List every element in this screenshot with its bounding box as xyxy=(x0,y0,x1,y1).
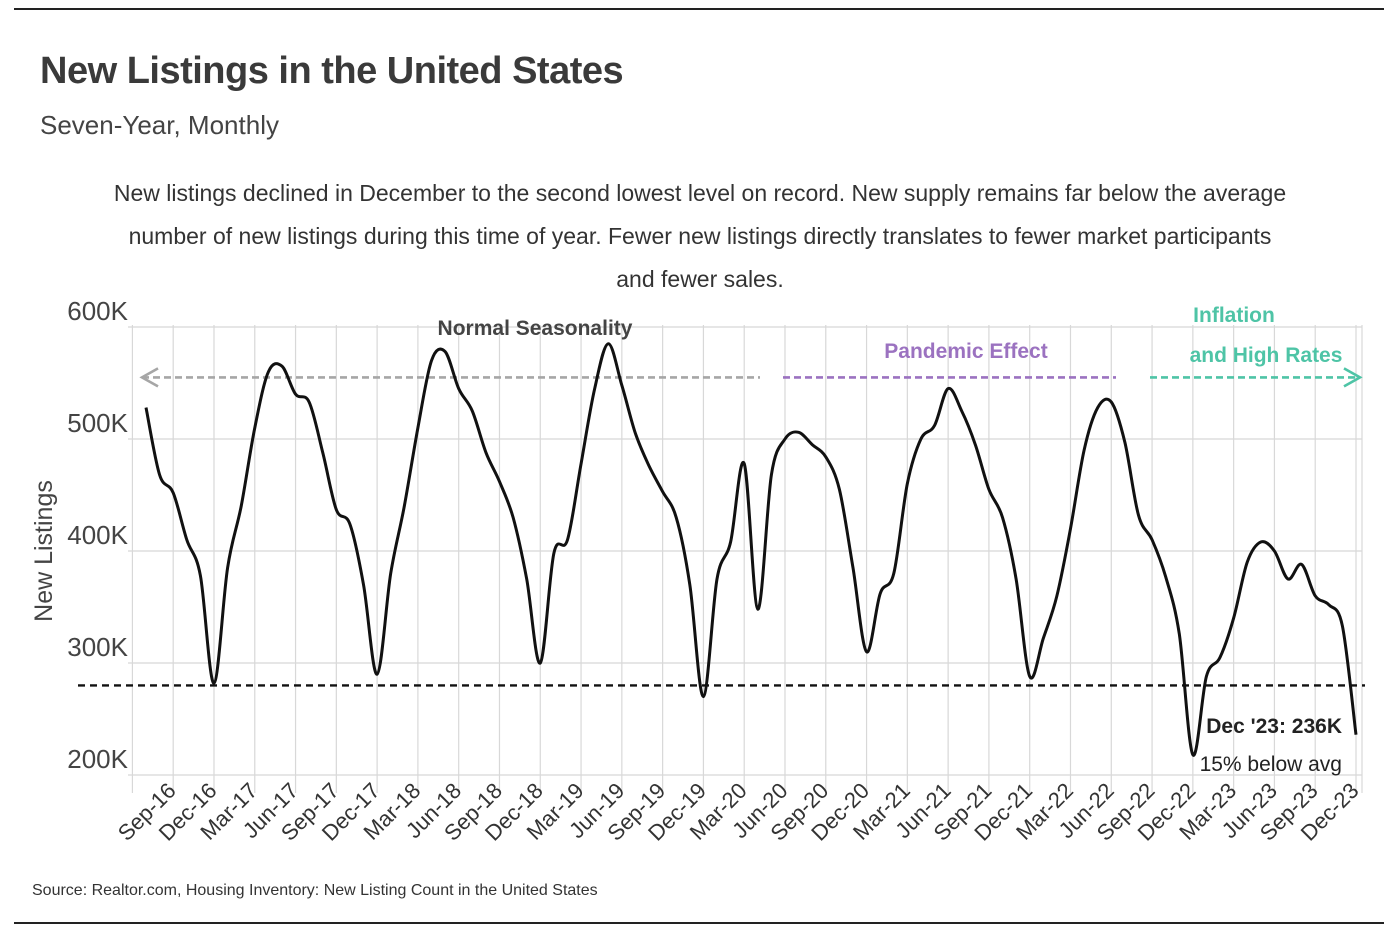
normal-seasonality-label: Normal Seasonality xyxy=(438,317,633,340)
new-listings-series-line xyxy=(144,342,1358,757)
y-tick-label: 200K xyxy=(67,744,128,774)
x-axis-ticks: Sep-16Dec-16Mar-17Jun-17Sep-17Dec-17Mar-… xyxy=(113,778,1364,846)
y-tick-label: 600K xyxy=(67,296,128,326)
dec-23-callout: Dec '23: 236K xyxy=(1206,715,1342,738)
page-subtitle: Seven-Year, Monthly xyxy=(40,110,279,140)
y-tick-label: 300K xyxy=(67,632,128,662)
inflation-label-line2: and High Rates xyxy=(1190,344,1343,367)
chart-annotations: Normal Seasonality Pandemic Effect Infla… xyxy=(139,304,1363,776)
dec-23-callout-detail: 15% below avg xyxy=(1200,753,1342,776)
chart-description: New listings declined in December to the… xyxy=(113,180,1287,292)
bottom-rule xyxy=(14,922,1384,924)
chart-grid xyxy=(128,325,1363,793)
page-title: New Listings in the United States xyxy=(40,50,624,92)
inflation-label-line1: Inflation xyxy=(1193,304,1275,327)
pandemic-effect-label: Pandemic Effect xyxy=(884,340,1047,363)
y-axis-label: New Listings xyxy=(30,480,58,622)
y-tick-label: 400K xyxy=(67,520,128,550)
source-note: Source: Realtor.com, Housing Inventory: … xyxy=(32,882,598,899)
top-rule xyxy=(14,8,1384,10)
y-tick-label: 500K xyxy=(67,408,128,438)
inflation-rates-arrowhead-right xyxy=(1343,367,1363,388)
y-axis-ticks: 200K 300K 400K 500K 600K xyxy=(67,296,128,774)
normal-seasonality-arrowhead-left xyxy=(139,367,159,388)
